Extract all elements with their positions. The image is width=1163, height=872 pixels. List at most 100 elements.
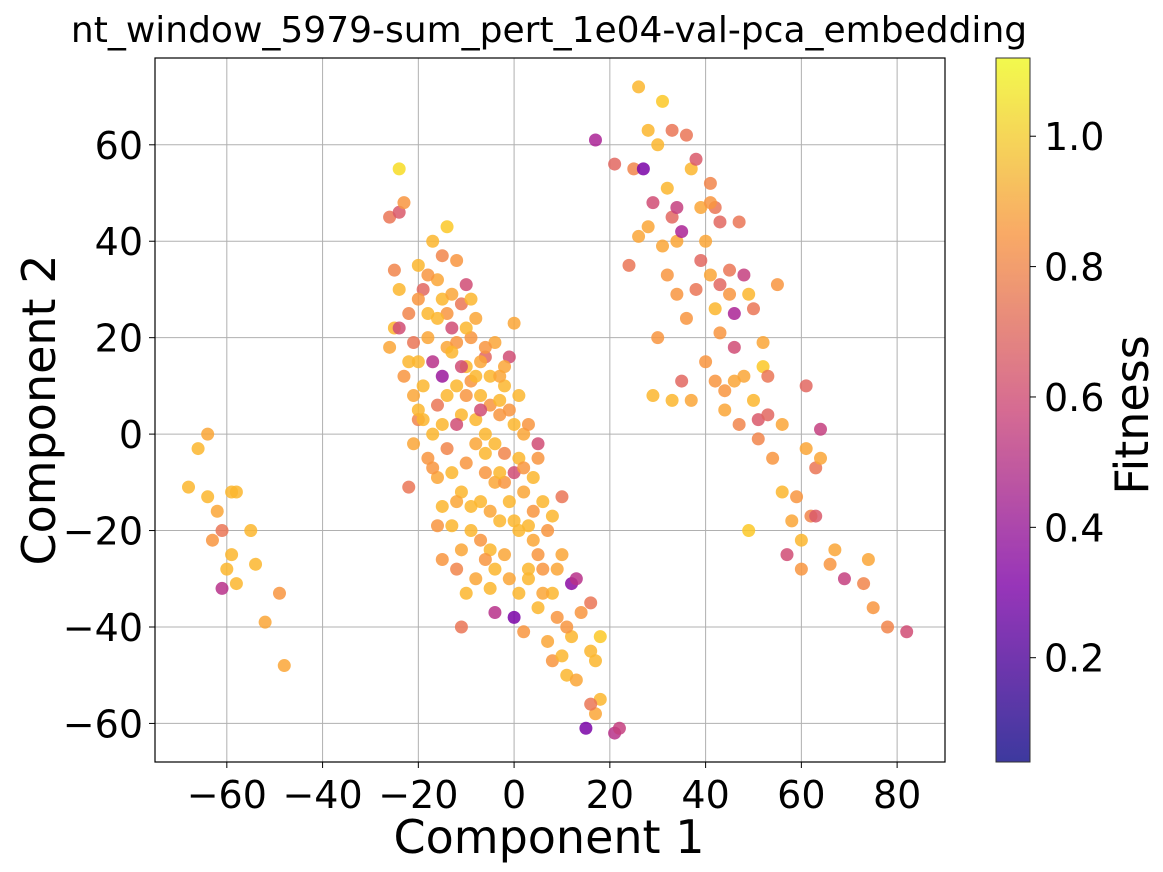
scatter-point xyxy=(517,461,531,475)
scatter-point xyxy=(584,697,598,711)
scatter-point xyxy=(641,123,655,137)
scatter-point xyxy=(426,355,440,369)
scatter-point xyxy=(450,495,464,509)
scatter-point xyxy=(742,524,756,538)
scatter-point xyxy=(507,610,521,624)
scatter-point xyxy=(430,398,444,412)
scatter-point xyxy=(498,360,512,374)
scatter-point xyxy=(407,437,421,451)
scatter-point xyxy=(723,287,737,301)
scatter-point xyxy=(488,475,502,489)
y-tick-label: 20 xyxy=(95,317,143,361)
scatter-point xyxy=(713,278,727,292)
colorbar-label: Fitness xyxy=(1105,335,1159,494)
scatter-point xyxy=(454,360,468,374)
scatter-point xyxy=(249,557,263,571)
scatter-point xyxy=(517,427,531,441)
scatter-point xyxy=(732,215,746,229)
scatter-point xyxy=(488,606,502,620)
x-tick-label: 0 xyxy=(502,773,526,817)
scatter-point xyxy=(608,157,622,171)
scatter-point xyxy=(182,480,196,494)
scatter-point xyxy=(483,504,497,518)
y-tick-label: 0 xyxy=(119,413,143,457)
scatter-point xyxy=(718,384,732,398)
scatter-point xyxy=(201,490,215,504)
scatter-point xyxy=(407,389,421,403)
scatter-point xyxy=(493,466,507,480)
scatter-point xyxy=(426,234,440,248)
scatter-point xyxy=(421,331,435,345)
y-tick-label: 40 xyxy=(95,220,143,264)
scatter-point xyxy=(459,321,473,335)
scatter-point xyxy=(498,548,512,562)
scatter-point xyxy=(383,210,397,224)
scatter-point xyxy=(430,311,444,325)
scatter-point xyxy=(727,340,741,354)
y-axis-label: Component 2 xyxy=(12,255,66,566)
scatter-point xyxy=(450,379,464,393)
scatter-point xyxy=(450,562,464,576)
scatter-point xyxy=(809,461,823,475)
scatter-point xyxy=(751,432,765,446)
scatter-point xyxy=(392,321,406,335)
scatter-point xyxy=(426,461,440,475)
scatter-point xyxy=(478,466,492,480)
scatter-point xyxy=(780,548,794,562)
scatter-point xyxy=(651,331,665,345)
x-tick-label: −40 xyxy=(282,773,362,817)
scatter-point xyxy=(684,162,698,176)
scatter-point xyxy=(397,196,411,210)
scatter-point xyxy=(646,196,660,210)
x-axis-ticks: −60 −40 −20 0 20 40 60 80 xyxy=(187,762,921,817)
scatter-point xyxy=(464,292,478,306)
scatter-point xyxy=(794,533,808,547)
scatter-point xyxy=(464,331,478,345)
scatter-point xyxy=(723,263,737,277)
scatter-point xyxy=(416,413,430,427)
scatter-point xyxy=(517,485,531,499)
scatter-point xyxy=(469,437,483,451)
scatter-point xyxy=(411,292,425,306)
data-points xyxy=(182,80,914,740)
scatter-point xyxy=(478,340,492,354)
scatter-point xyxy=(493,369,507,383)
scatter-point xyxy=(550,610,564,624)
scatter-point xyxy=(507,417,521,431)
scatter-point xyxy=(421,268,435,282)
scatter-point xyxy=(474,403,488,417)
scatter-point xyxy=(440,389,454,403)
scatter-point xyxy=(660,181,674,195)
scatter-point xyxy=(478,552,492,566)
scatter-point xyxy=(225,548,239,562)
scatter-point xyxy=(210,504,224,518)
colorbar-tick-label: 1.0 xyxy=(1044,115,1104,159)
scatter-point xyxy=(713,215,727,229)
scatter-point xyxy=(857,577,871,591)
colorbar-ticks: 0.2 0.4 0.6 0.8 1.0 xyxy=(1030,115,1104,681)
scatter-point xyxy=(416,379,430,393)
scatter-point xyxy=(799,379,813,393)
scatter-point xyxy=(521,562,535,576)
scatter-point xyxy=(483,581,497,595)
scatter-point xyxy=(507,514,521,528)
scatter-point xyxy=(229,577,243,591)
scatter-point xyxy=(670,200,684,214)
grid-lines xyxy=(155,58,945,762)
scatter-point xyxy=(450,417,464,431)
scatter-point xyxy=(445,466,459,480)
scatter-point xyxy=(785,514,799,528)
scatter-point xyxy=(450,254,464,268)
scatter-point xyxy=(708,374,722,388)
scatter-point xyxy=(498,446,512,460)
scatter-point xyxy=(632,229,646,243)
scatter-point xyxy=(387,263,401,277)
scatter-point xyxy=(507,316,521,330)
y-tick-label: 60 xyxy=(95,124,143,168)
scatter-point xyxy=(440,220,454,234)
scatter-point xyxy=(881,620,895,634)
scatter-point xyxy=(435,249,449,263)
scatter-point xyxy=(837,572,851,586)
scatter-point xyxy=(454,485,468,499)
